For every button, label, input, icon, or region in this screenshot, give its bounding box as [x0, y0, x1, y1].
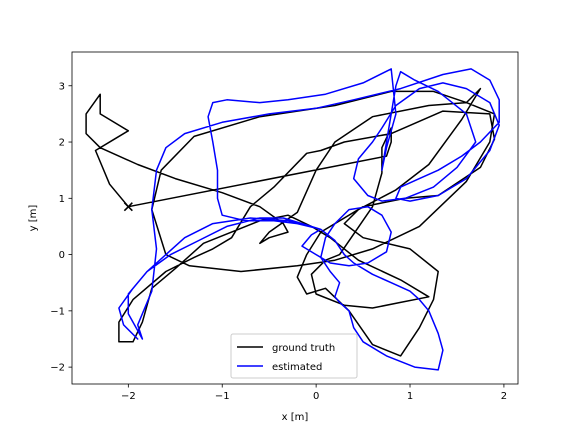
y-tick-label: 1	[59, 194, 65, 205]
plot-area	[85, 68, 500, 371]
y-tick-label: 3	[59, 81, 65, 92]
legend-box	[230, 333, 358, 379]
y-tick-label: −1	[50, 306, 65, 317]
series-line-estimated	[118, 68, 500, 371]
legend: ground truth estimated	[230, 333, 358, 379]
x-tick-label: 1	[407, 391, 413, 402]
legend-label-estimated: estimated	[272, 362, 322, 373]
legend-label-ground-truth: ground truth	[272, 343, 335, 354]
axes-frame	[71, 51, 519, 385]
y-tick-label: 2	[59, 138, 65, 149]
x-tick-label: 0	[313, 391, 319, 402]
y-tick-label: 0	[59, 250, 65, 261]
x-tick-label: −2	[121, 391, 136, 402]
x-axis-label: x [m]	[282, 412, 309, 423]
x-tick-label: 2	[501, 391, 507, 402]
y-tick-label: −2	[50, 363, 65, 374]
y-axis-label: y [m]	[28, 205, 39, 232]
start-marker	[123, 202, 133, 212]
x-tick-label: −1	[215, 391, 230, 402]
axes: −2 −1 0 1 2 −2 −1 0 1 2 3	[50, 51, 519, 402]
